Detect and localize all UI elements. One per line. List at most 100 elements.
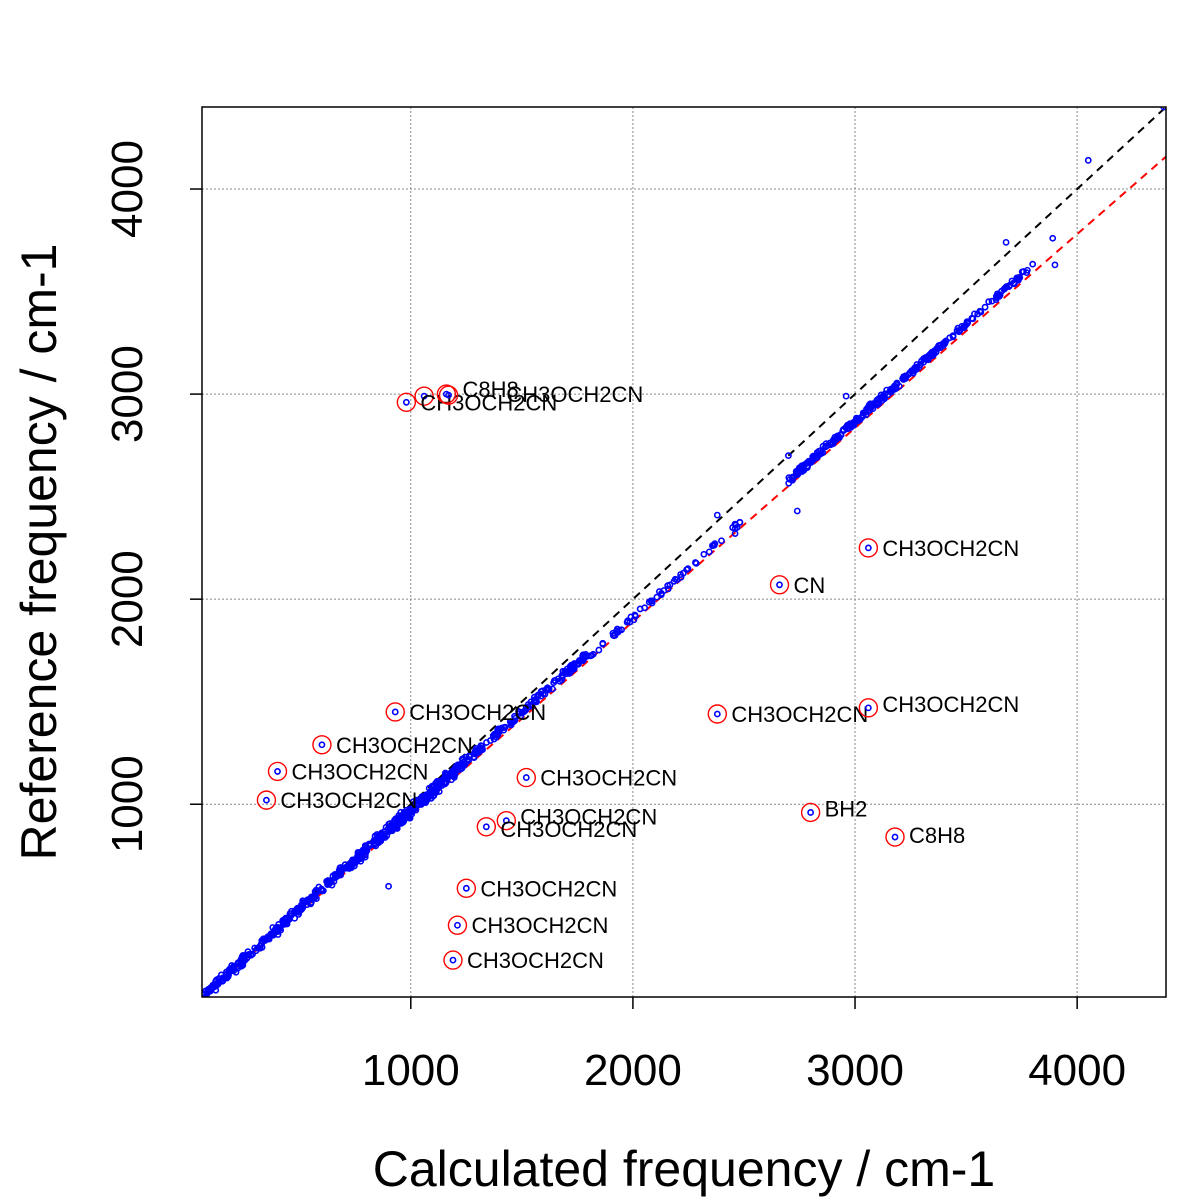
data-point bbox=[477, 742, 485, 749]
outlier-ring bbox=[443, 950, 463, 970]
data-point bbox=[214, 980, 222, 988]
outlier-ring bbox=[476, 817, 497, 837]
data-point bbox=[813, 454, 821, 462]
data-point bbox=[888, 386, 896, 394]
data-point bbox=[388, 826, 396, 833]
data-point bbox=[397, 816, 405, 824]
data-point bbox=[862, 408, 870, 416]
data-point bbox=[718, 537, 725, 545]
y-tick-label: 2000 bbox=[103, 550, 152, 648]
data-point bbox=[311, 892, 318, 900]
grid-layer bbox=[202, 107, 1166, 997]
outlier-ring bbox=[707, 704, 728, 724]
outlier-point bbox=[502, 817, 510, 825]
data-point bbox=[363, 844, 371, 851]
outlier-label: CH3OCH2CN bbox=[731, 702, 868, 727]
data-point bbox=[977, 308, 985, 316]
data-point bbox=[347, 864, 355, 872]
data-point bbox=[732, 521, 740, 529]
outlier-point bbox=[318, 741, 326, 749]
outlier-point bbox=[776, 581, 783, 589]
data-point bbox=[842, 392, 850, 400]
data-point bbox=[949, 333, 957, 341]
data-point bbox=[391, 816, 398, 824]
data-point bbox=[416, 797, 424, 805]
data-point bbox=[511, 714, 519, 722]
data-point bbox=[270, 931, 278, 939]
data-point bbox=[862, 411, 870, 419]
outlier-ring bbox=[312, 735, 332, 755]
outlier bbox=[414, 386, 434, 406]
y-tick-label: 3000 bbox=[103, 345, 152, 443]
data-point bbox=[992, 296, 1000, 304]
data-point bbox=[794, 470, 802, 478]
outlier-markers: CH3OCH2CNC8H8CH3OCH2CNCH3OCH2CNCNCH3OCH2… bbox=[256, 377, 1019, 973]
outlier-label: C8H8 bbox=[909, 823, 965, 848]
data-point bbox=[899, 375, 907, 382]
outlier: CH3OCH2CN bbox=[443, 948, 604, 973]
data-point bbox=[981, 303, 989, 311]
data-point bbox=[530, 698, 538, 705]
outlier: CH3OCH2CN bbox=[858, 536, 1019, 561]
data-point bbox=[671, 575, 679, 583]
data-point bbox=[1015, 275, 1023, 283]
data-point bbox=[483, 739, 490, 746]
outlier: CN bbox=[769, 573, 825, 598]
data-point bbox=[281, 919, 289, 927]
outlier: CH3OCH2CN bbox=[476, 817, 637, 842]
outlier-ring bbox=[858, 538, 879, 558]
data-point bbox=[837, 431, 845, 439]
data-point bbox=[493, 728, 501, 736]
data-point bbox=[325, 880, 333, 888]
data-point bbox=[332, 874, 339, 881]
outlier-point bbox=[462, 884, 470, 892]
data-point bbox=[595, 646, 603, 654]
data-point bbox=[915, 363, 923, 371]
data-point bbox=[411, 804, 419, 812]
outlier-point bbox=[402, 398, 410, 406]
data-point bbox=[247, 951, 255, 959]
outlier-point bbox=[482, 823, 490, 831]
outlier-label: CH3OCH2CN bbox=[336, 733, 473, 758]
data-point bbox=[389, 822, 397, 830]
data-point bbox=[1000, 285, 1008, 293]
data-point bbox=[428, 790, 436, 798]
outlier-label: CH3OCH2CN bbox=[480, 876, 617, 901]
data-point bbox=[234, 960, 242, 968]
data-point bbox=[968, 314, 976, 322]
outlier-point bbox=[391, 708, 399, 716]
data-point bbox=[731, 530, 739, 537]
data-point bbox=[709, 541, 717, 549]
data-point bbox=[521, 707, 529, 715]
data-point bbox=[926, 351, 933, 359]
data-point bbox=[946, 334, 954, 342]
data-point bbox=[589, 650, 597, 658]
outlier-label: CH3OCH2CN bbox=[882, 536, 1019, 561]
data-point bbox=[1029, 260, 1037, 268]
data-point bbox=[380, 832, 388, 840]
outlier: C8H8 bbox=[885, 823, 965, 848]
outlier-label: CH3OCH2CN bbox=[409, 700, 546, 725]
outlier-label: CH3OCH2CN bbox=[520, 805, 657, 830]
outlier-label: C8H8 bbox=[463, 377, 519, 402]
data-point bbox=[636, 605, 644, 613]
outlier-ring bbox=[438, 385, 459, 405]
data-point bbox=[373, 831, 381, 838]
data-point bbox=[444, 774, 451, 782]
outlier-ring bbox=[385, 702, 405, 722]
outlier-point bbox=[713, 710, 721, 718]
outlier-label: CH3OCH2CN bbox=[467, 948, 604, 973]
data-point bbox=[623, 618, 631, 626]
data-point bbox=[985, 298, 993, 306]
data-point bbox=[936, 344, 944, 352]
data-point bbox=[664, 585, 672, 593]
outlier-point bbox=[522, 774, 530, 781]
data-point bbox=[645, 598, 653, 606]
data-point bbox=[853, 414, 860, 422]
data-point bbox=[1049, 234, 1057, 242]
data-point bbox=[205, 985, 212, 993]
x-tick-label: 2000 bbox=[584, 1046, 682, 1095]
data-point bbox=[657, 591, 665, 599]
